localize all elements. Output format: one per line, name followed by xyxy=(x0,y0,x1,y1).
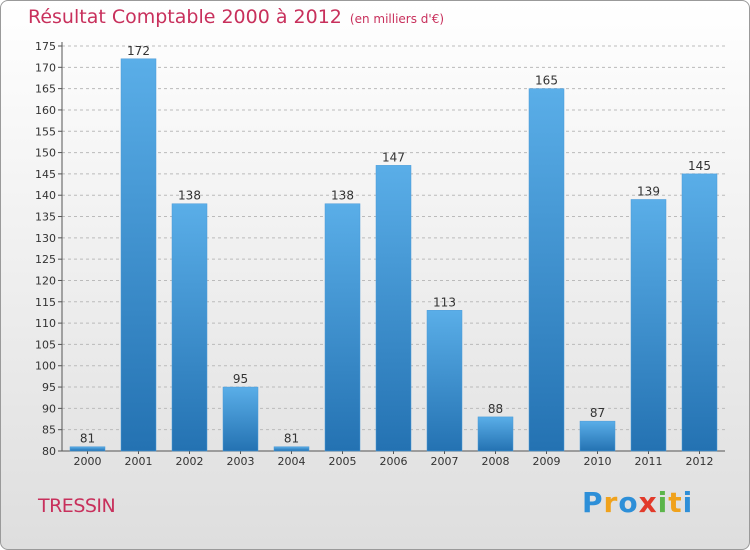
x-tick-label: 2012 xyxy=(686,455,714,468)
proxiti-logo: Proxiti xyxy=(582,486,693,519)
bar xyxy=(171,203,208,452)
labels: 80 85 90 95 100 105 110 115 120 125 130 135 140 145 15… xyxy=(35,40,714,468)
bar-value-label: 172 xyxy=(127,44,150,58)
bar xyxy=(120,58,157,452)
bar xyxy=(579,420,616,452)
y-tick-label: 145 xyxy=(35,168,56,181)
bar xyxy=(324,203,361,452)
logo-letter: o xyxy=(618,486,639,519)
subtitle-text: (en milliers d'€) xyxy=(349,12,445,26)
x-tick-label: 2000 xyxy=(74,455,102,468)
y-tick-label: 105 xyxy=(35,338,56,351)
y-tick-label: 165 xyxy=(35,83,56,96)
bar-value-label: 87 xyxy=(590,406,605,420)
logo-letter: t xyxy=(668,486,683,519)
commune-name: TRESSIN xyxy=(38,495,116,517)
bar-value-label: 138 xyxy=(178,189,201,203)
y-tick-label: 80 xyxy=(42,445,56,458)
x-tick-label: 2009 xyxy=(533,455,561,468)
bar xyxy=(528,88,565,452)
y-tick-label: 125 xyxy=(35,253,56,266)
x-tick-label: 2003 xyxy=(227,455,255,468)
y-tick-label: 175 xyxy=(35,40,56,53)
y-tick-label: 160 xyxy=(35,104,56,117)
y-tick-label: 95 xyxy=(42,381,56,394)
logo-letter: i xyxy=(657,486,669,519)
y-tick-label: 85 xyxy=(42,424,56,437)
x-tick-label: 2008 xyxy=(482,455,510,468)
bar xyxy=(69,446,106,452)
bars xyxy=(69,58,718,452)
bar xyxy=(426,310,463,452)
x-tick-label: 2005 xyxy=(329,455,357,468)
x-tick-label: 2006 xyxy=(380,455,408,468)
bar-value-label: 138 xyxy=(331,189,354,203)
bar-value-label: 165 xyxy=(535,74,558,88)
logo-letter: P xyxy=(582,486,604,519)
y-tick-label: 115 xyxy=(35,296,56,309)
bar-value-label: 81 xyxy=(80,432,95,446)
bar xyxy=(273,446,310,452)
x-tick-label: 2010 xyxy=(584,455,612,468)
y-tick-label: 170 xyxy=(35,61,56,74)
y-tick-label: 150 xyxy=(35,147,56,160)
chart-title: Résultat Comptable 2000 à 2012 (en millie… xyxy=(28,6,444,28)
bar-value-label: 139 xyxy=(637,184,660,198)
y-tick-label: 110 xyxy=(35,317,56,330)
bar xyxy=(477,416,514,452)
bar-value-label: 113 xyxy=(433,295,456,309)
bar-value-label: 88 xyxy=(488,402,503,416)
y-tick-label: 135 xyxy=(35,211,56,224)
bar-value-label: 147 xyxy=(382,150,405,164)
bar xyxy=(681,173,718,452)
bar-value-label: 95 xyxy=(233,372,248,386)
logo-letter: r xyxy=(603,486,619,519)
y-tick-label: 130 xyxy=(35,232,56,245)
logo-letter: x xyxy=(638,486,658,519)
bar-value-label: 145 xyxy=(688,159,711,173)
x-tick-label: 2001 xyxy=(125,455,153,468)
y-tick-label: 155 xyxy=(35,125,56,138)
logo-letter: i xyxy=(682,486,694,519)
bar xyxy=(375,165,412,452)
bar xyxy=(222,386,259,452)
bar xyxy=(630,199,667,452)
title-text: Résultat Comptable 2000 à 2012 xyxy=(28,6,342,28)
x-tick-label: 2007 xyxy=(431,455,459,468)
y-tick-label: 100 xyxy=(35,360,56,373)
y-tick-label: 120 xyxy=(35,274,56,287)
x-tick-label: 2004 xyxy=(278,455,306,468)
y-tick-label: 140 xyxy=(35,189,56,202)
y-tick-label: 90 xyxy=(42,402,56,415)
x-tick-label: 2011 xyxy=(635,455,663,468)
bar-value-label: 81 xyxy=(284,432,299,446)
x-tick-label: 2002 xyxy=(176,455,204,468)
